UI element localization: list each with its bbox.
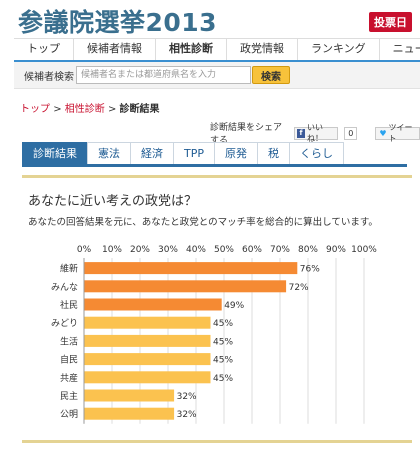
tweet-label: ツイート [388,123,413,143]
header: 参議院選挙2013 投票日 [0,0,420,38]
bar [84,371,211,384]
value-label: 45% [213,374,233,384]
result-description: あなたの回答結果を元に、あなたと政党とのマッチ率を総合的に算出しています。 [28,217,378,228]
like-label: いいね！ [307,123,323,143]
site-title[interactable]: 参議院選挙2013 [18,8,218,37]
bottom-divider [22,440,412,443]
breadcrumb-separator: > [53,104,62,115]
x-tick-label: 100% [351,245,377,255]
facebook-icon: f [297,128,305,138]
value-label: 32% [177,392,197,402]
bar [84,334,211,347]
breadcrumb-separator: > [107,104,117,115]
nav-item-ranking[interactable]: ランキング [298,39,380,60]
twitter-bird-icon: ♥ [379,128,387,138]
nav-item-parties[interactable]: 政党情報 [227,39,298,60]
tab-living[interactable]: くらし [289,142,344,164]
bar [84,353,211,366]
breadcrumb-section[interactable]: 相性診断 [64,104,105,115]
value-label: 32% [177,410,197,420]
value-label: 45% [213,319,233,329]
category-label: 民主 [60,390,78,402]
nav-item-candidates[interactable]: 候補者情報 [74,39,156,60]
category-label: 自民 [60,354,78,366]
bar [84,298,222,311]
x-tick-label: 90% [326,245,346,255]
category-label: 共産 [60,372,78,384]
category-label: 公明 [60,409,78,420]
bar [84,407,175,420]
like-count: 0 [344,126,358,140]
value-label: 45% [213,356,233,366]
x-tick-label: 70% [270,245,290,255]
bar [84,389,175,402]
main-nav: トップ 候補者情報 相性診断 政党情報 ランキング ニュー [14,38,420,63]
search-button[interactable]: 検索 [252,66,290,84]
breadcrumb: トップ > 相性診断 > 診断結果 [20,100,160,115]
breadcrumb-current: 診断結果 [119,104,160,115]
x-tick-label: 10% [102,245,122,255]
topic-tabs: 診断結果 憲法 経済 TPP 原発 税 くらし [22,142,407,167]
bar [84,280,287,293]
search-input[interactable] [76,66,251,84]
nav-item-news[interactable]: ニュー [380,39,420,60]
x-tick-label: 20% [130,245,150,255]
nav-item-top[interactable]: トップ [14,39,74,60]
breadcrumb-home[interactable]: トップ [20,104,50,115]
category-label: 維新 [60,263,78,275]
x-tick-label: 30% [158,245,178,255]
search-label: 候補者検索 [24,72,74,83]
category-label: 生活 [60,335,78,347]
share-text: 診断結果をシェアする [210,123,283,146]
vote-day-badge[interactable]: 投票日 [369,12,412,32]
value-label: 45% [213,337,233,347]
x-tick-label: 0% [77,245,92,255]
value-label: 72% [289,283,309,293]
bar [84,316,211,329]
category-label: みどり [51,318,78,329]
section-divider [22,175,412,178]
x-tick-label: 50% [214,245,234,255]
x-tick-label: 40% [186,245,206,255]
value-label: 49% [224,301,244,311]
tab-economy[interactable]: 経済 [130,142,174,164]
category-label: 社民 [60,299,78,311]
share-bar: 診断結果をシェアする f いいね！ 0 ♥ ツイート [210,120,420,146]
tab-constitution[interactable]: 憲法 [87,142,131,164]
facebook-like-button[interactable]: f いいね！ [294,123,339,143]
search-bar: 候補者検索 検索 [14,62,420,89]
tab-result[interactable]: 診断結果 [22,142,88,164]
category-label: みんな [51,282,78,293]
x-tick-label: 80% [298,245,318,255]
tab-nuclear[interactable]: 原発 [214,142,258,164]
bar [84,262,298,275]
result-heading: あなたに近い考えの政党は？ [28,194,198,209]
nav-item-compatibility[interactable]: 相性診断 [156,39,227,60]
value-label: 76% [300,265,320,275]
tweet-button[interactable]: ♥ ツイート [375,123,420,143]
x-tick-label: 60% [242,245,262,255]
